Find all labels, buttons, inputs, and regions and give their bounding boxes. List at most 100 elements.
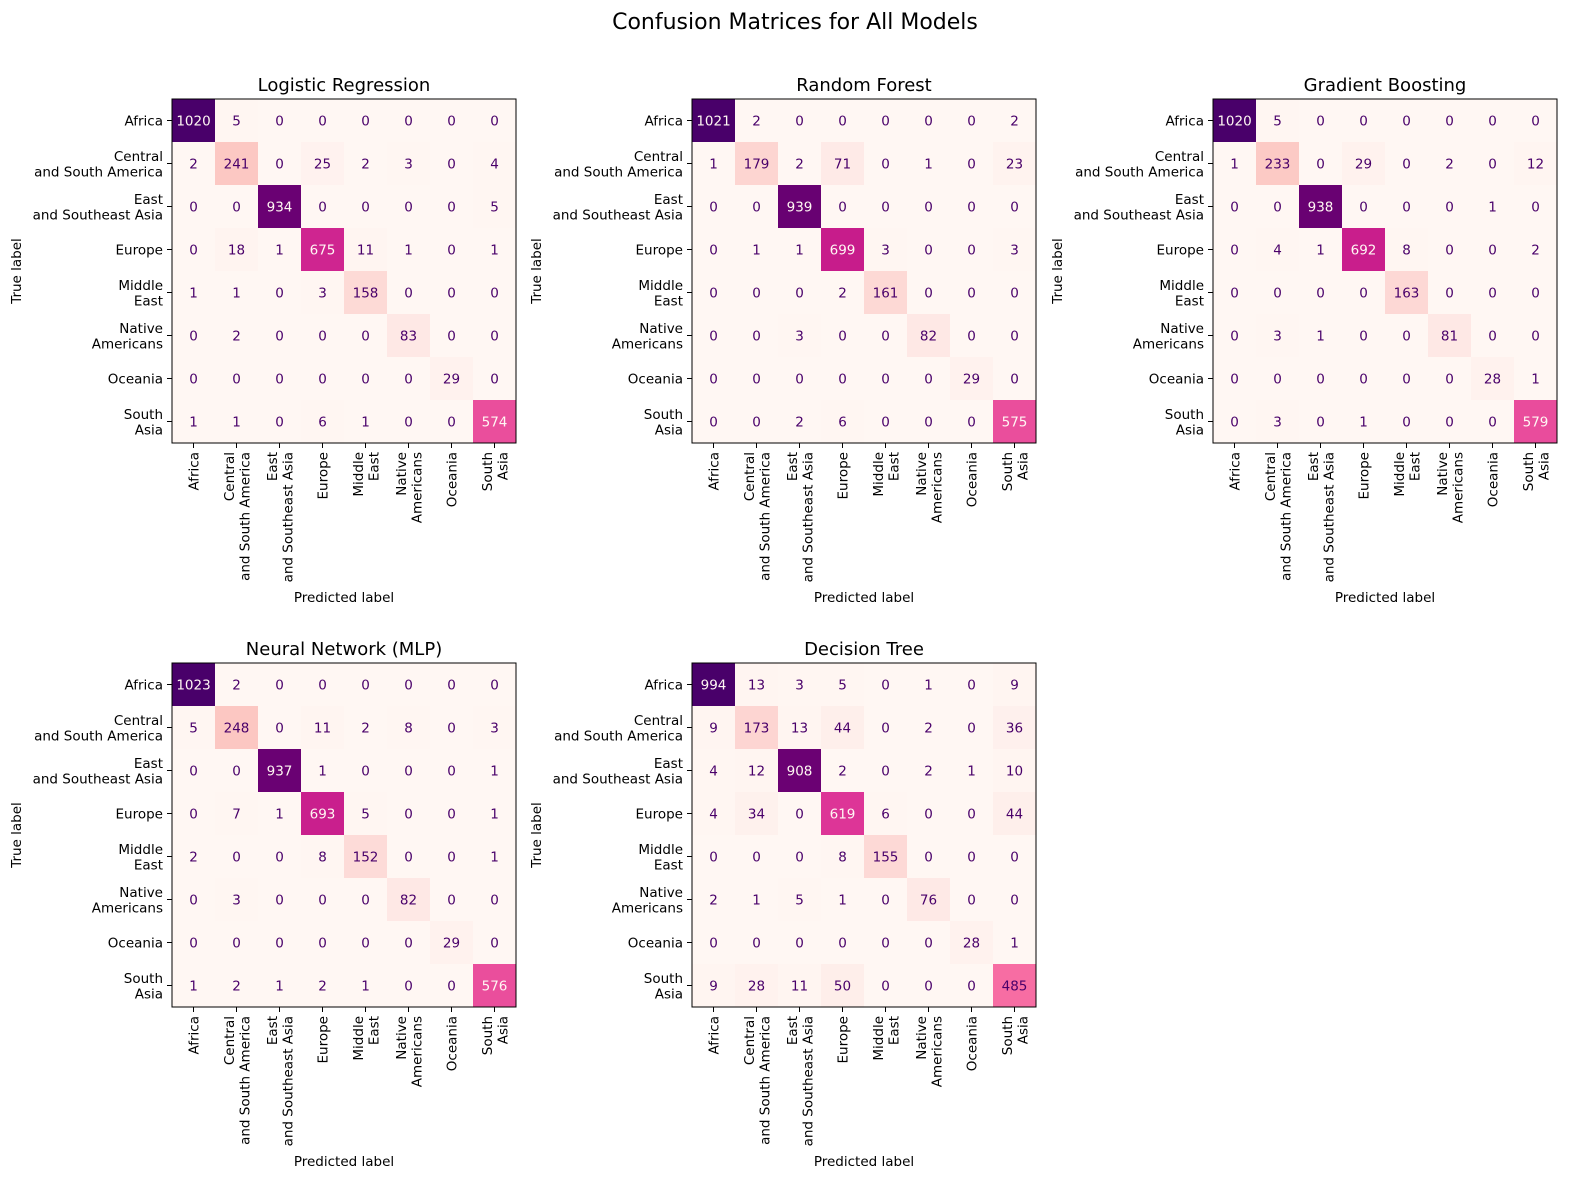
matrix-cell [215,314,259,358]
matrix-cell [821,749,865,793]
y-tick-label: East [1175,192,1204,208]
cell-value: 2 [361,721,370,737]
y-tick-label: Oceania [108,936,163,952]
matrix-cell [1385,271,1429,315]
cell-value: 0 [490,678,499,694]
matrix-cell [387,271,431,315]
matrix-cell [907,314,951,358]
matrix-cell [258,185,302,229]
x-tick-label: and South America [1278,452,1294,581]
confusion-matrix-panel: 1020 5 0 0 0 0 0 02 241 0 25 2 3 0 40 0 934 0 0 0 0 50 18 1 675 1… [9,75,517,606]
x-tick-label: Europe [1357,452,1373,499]
cell-value: 0 [1402,329,1411,345]
cell-value: 9 [709,979,718,995]
cell-value: 9 [709,721,718,737]
cell-value: 0 [1488,157,1497,173]
matrix-cell [387,792,431,836]
cell-value: 0 [795,286,804,302]
cell-value: 0 [967,329,976,345]
matrix-cell [950,99,994,143]
cell-value: 0 [1273,372,1282,388]
cell-value: 241 [224,157,250,173]
cell-value: 0 [967,243,976,259]
matrix-cell [993,357,1037,401]
cell-value: 0 [1010,329,1019,345]
cell-value: 0 [404,372,413,388]
y-tick-label: and South America [34,164,163,180]
y-tick-label: Native [119,885,163,901]
cell-value: 0 [1488,286,1497,302]
cell-value: 3 [795,678,804,694]
matrix-cell [172,663,216,707]
cell-value: 0 [1402,114,1411,130]
cell-value: 0 [490,372,499,388]
cell-value: 82 [400,893,417,909]
cell-value: 5 [189,721,198,737]
y-axis-label: True label [529,802,545,869]
matrix-cell [473,400,517,444]
cell-value: 2 [838,764,847,780]
cell-value: 3 [318,286,327,302]
matrix-cell [1514,228,1558,272]
matrix-cell [1514,99,1558,143]
cell-value: 1 [275,243,284,259]
cell-value: 36 [1006,721,1023,737]
matrix-cell [1256,185,1300,229]
cell-value: 155 [873,850,899,866]
matrix-cell [430,357,474,401]
matrix-cell [430,749,474,793]
cell-value: 0 [795,114,804,130]
cell-value: 82 [920,329,937,345]
matrix-cell [301,835,345,879]
matrix-cell [1385,99,1429,143]
x-tick-label: Americans [1450,452,1466,523]
cell-value: 0 [924,979,933,995]
x-tick-label: Asia [1015,1016,1031,1044]
matrix-cell [258,357,302,401]
matrix-cell [1385,185,1429,229]
matrix-cell [1471,142,1515,186]
cell-value: 173 [744,721,770,737]
matrix-cell [1213,271,1257,315]
x-tick-label: and South America [237,452,253,581]
matrix-cell [1213,142,1257,186]
cell-value: 0 [924,372,933,388]
cell-value: 0 [838,372,847,388]
panel-title: Random Forest [796,75,931,96]
x-axis-label: Predicted label [814,590,914,606]
matrix-cell [172,749,216,793]
matrix-cell [172,792,216,836]
panel-title: Neural Network (MLP) [246,639,442,660]
matrix-cell [1342,228,1386,272]
cell-value: 0 [1273,286,1282,302]
cell-value: 0 [1488,114,1497,130]
matrix-cell [864,228,908,272]
matrix-cell [993,185,1037,229]
cell-value: 1 [1316,243,1325,259]
matrix-cell [778,271,822,315]
cell-value: 0 [1359,200,1368,216]
x-axis-label: Predicted label [1335,590,1435,606]
y-tick-label: Central [634,713,683,729]
y-tick-label: Africa [644,678,683,694]
cell-value: 3 [1010,243,1019,259]
x-axis-label: Predicted label [294,1154,394,1170]
cell-value: 0 [404,678,413,694]
cell-value: 0 [1230,286,1239,302]
matrix-cell [692,749,736,793]
cell-value: 0 [1445,286,1454,302]
matrix-cell [172,357,216,401]
cell-value: 1 [189,286,198,302]
cell-value: 2 [795,157,804,173]
matrix-cell [1299,228,1343,272]
matrix-cell [1514,185,1558,229]
cell-value: 0 [447,114,456,130]
cell-value: 0 [275,329,284,345]
cell-value: 6 [838,415,847,431]
x-tick-label: South [480,1016,496,1055]
matrix-cell [430,964,474,1008]
matrix-cell [993,400,1037,444]
cell-value: 0 [752,286,761,302]
cell-value: 8 [318,850,327,866]
matrix-cell [1256,357,1300,401]
